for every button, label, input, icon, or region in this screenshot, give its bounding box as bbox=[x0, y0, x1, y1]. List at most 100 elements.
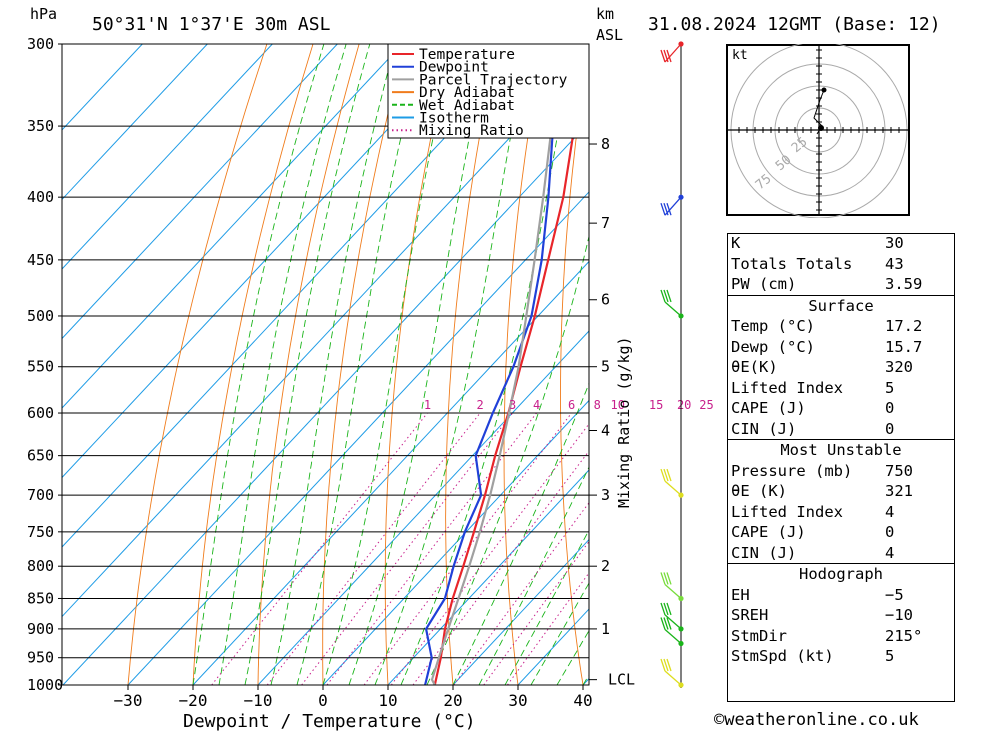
index-row: CIN (J) 4 bbox=[727, 543, 955, 564]
isotherm-line bbox=[62, 44, 403, 409]
index-row: EH −5 bbox=[727, 585, 955, 606]
index-row: StmDir 215° bbox=[727, 626, 955, 647]
mixing-ratio-label: 20 bbox=[677, 398, 691, 412]
barb-shape bbox=[660, 43, 682, 63]
pressure-tick-label: 1000 bbox=[27, 676, 63, 694]
legend-item: Dewpoint bbox=[419, 60, 489, 76]
index-label: CAPE (J) bbox=[731, 399, 806, 417]
index-value: 5 bbox=[885, 647, 895, 665]
isotherm-line bbox=[387, 469, 589, 685]
pressure-tick-label: 350 bbox=[27, 117, 54, 135]
wet-adiabat-line bbox=[400, 44, 575, 685]
pressure-tick-label: 900 bbox=[27, 620, 54, 638]
km-tick-label: 8 bbox=[601, 135, 610, 153]
index-label: CIN (J) bbox=[731, 543, 797, 562]
mixing-ratio-label: 6 bbox=[568, 398, 575, 412]
barb-shape bbox=[660, 602, 682, 630]
isotherm-line bbox=[322, 399, 589, 685]
lcl-label: LCL bbox=[608, 671, 635, 689]
index-label: Pressure (mb) bbox=[731, 461, 853, 480]
index-label: Temp (°C) bbox=[731, 317, 815, 335]
section-title: Hodograph bbox=[727, 563, 955, 585]
isotherm-line bbox=[127, 191, 589, 685]
wind-barb bbox=[660, 196, 682, 216]
index-label: Lifted Index bbox=[731, 502, 843, 521]
mixing-ratio-label: 3 bbox=[509, 398, 516, 412]
index-row: PW (cm) 3.59 bbox=[727, 274, 955, 295]
pressure-tick-label: 700 bbox=[27, 486, 54, 504]
hodograph-storm-point bbox=[818, 125, 824, 131]
index-value: 30 bbox=[885, 234, 904, 252]
index-row: Lifted Index 4 bbox=[727, 502, 955, 523]
wind-barb bbox=[660, 658, 682, 686]
index-value: 0 bbox=[885, 419, 895, 438]
barb-shape bbox=[660, 658, 682, 686]
barb-shape bbox=[660, 289, 682, 317]
wind-barb-column bbox=[660, 41, 684, 688]
km-tick-label: 5 bbox=[601, 358, 610, 376]
barb-shape bbox=[660, 196, 682, 216]
legend-item: Isotherm bbox=[419, 111, 489, 127]
section-title: Surface bbox=[727, 294, 955, 316]
legend-item: Dry Adiabat bbox=[419, 85, 515, 101]
dry-adiabat-line bbox=[192, 44, 314, 685]
wind-barb bbox=[660, 602, 682, 630]
pressure-tick-label: 500 bbox=[27, 307, 54, 325]
temp-tick-label: 10 bbox=[378, 691, 397, 710]
profile-lines bbox=[424, 44, 589, 685]
isotherm-line bbox=[62, 52, 589, 618]
index-row: Pressure (mb) 750 bbox=[727, 461, 955, 482]
mixing-ratio-line bbox=[506, 572, 589, 685]
wet-adiabat-line bbox=[374, 44, 529, 685]
mixing-ratio-label: 8 bbox=[594, 398, 601, 412]
legend-item: Wet Adiabat bbox=[419, 98, 515, 114]
index-value: 0 bbox=[885, 399, 895, 417]
mixing-ratio-line bbox=[453, 501, 589, 685]
index-label: CAPE (J) bbox=[731, 523, 806, 541]
pressure-unit-label: hPa bbox=[30, 5, 57, 23]
index-label: CIN (J) bbox=[731, 419, 797, 438]
index-value: 15.7 bbox=[885, 337, 923, 356]
isotherm-line bbox=[62, 44, 273, 270]
dry-adiabat-line bbox=[127, 44, 268, 685]
isotherm-line bbox=[452, 538, 589, 685]
hodograph-unit: kt bbox=[732, 48, 748, 63]
index-label: Dewp (°C) bbox=[731, 337, 815, 356]
wind-barb bbox=[660, 43, 682, 63]
index-row: Dewp (°C) 15.7 bbox=[727, 337, 955, 358]
km-tick-label: 6 bbox=[601, 291, 610, 309]
dry-adiabat-line bbox=[322, 44, 406, 685]
mixing-ratio-line bbox=[483, 540, 589, 685]
index-row: CIN (J) 0 bbox=[727, 419, 955, 440]
pressure-tick-label: 750 bbox=[27, 523, 54, 541]
station-location: 50°31'N 1°37'E 30m ASL bbox=[92, 14, 331, 35]
wind-barb bbox=[660, 572, 682, 599]
legend-item: Parcel Trajectory bbox=[419, 72, 568, 88]
mixing-ratio-line bbox=[326, 412, 537, 685]
credit-text: ©weatheronline.co.uk bbox=[714, 710, 919, 730]
temp-tick-label: 40 bbox=[573, 691, 592, 710]
index-value: −5 bbox=[885, 585, 904, 604]
pressure-tick-label: 450 bbox=[27, 251, 54, 269]
pressure-tick-label: 300 bbox=[27, 35, 54, 53]
index-value: 215° bbox=[885, 626, 923, 645]
dry-adiabat-line bbox=[958, 44, 1000, 685]
index-value: 750 bbox=[885, 461, 913, 480]
dry-adiabat-line bbox=[384, 44, 452, 685]
wet-adiabat-line bbox=[244, 44, 371, 685]
index-row: K 30 bbox=[727, 233, 955, 254]
isotherm-line bbox=[62, 44, 468, 479]
km-tick-label: 3 bbox=[601, 486, 610, 504]
index-label: Lifted Index bbox=[731, 378, 843, 397]
index-row: CAPE (J) 0 bbox=[727, 522, 955, 543]
pressure-tick-label: 400 bbox=[27, 188, 54, 206]
isotherm-line bbox=[62, 44, 143, 131]
km-tick-label: 4 bbox=[601, 421, 610, 439]
index-value: 5 bbox=[885, 378, 895, 397]
x-axis-label: Dewpoint / Temperature (°C) bbox=[183, 711, 476, 732]
mixing-ratio-label: 25 bbox=[699, 398, 713, 412]
index-label: EH bbox=[731, 585, 750, 604]
mixing-ratio-label: 1 bbox=[424, 398, 431, 412]
legend-item: Mixing Ratio bbox=[419, 123, 524, 139]
